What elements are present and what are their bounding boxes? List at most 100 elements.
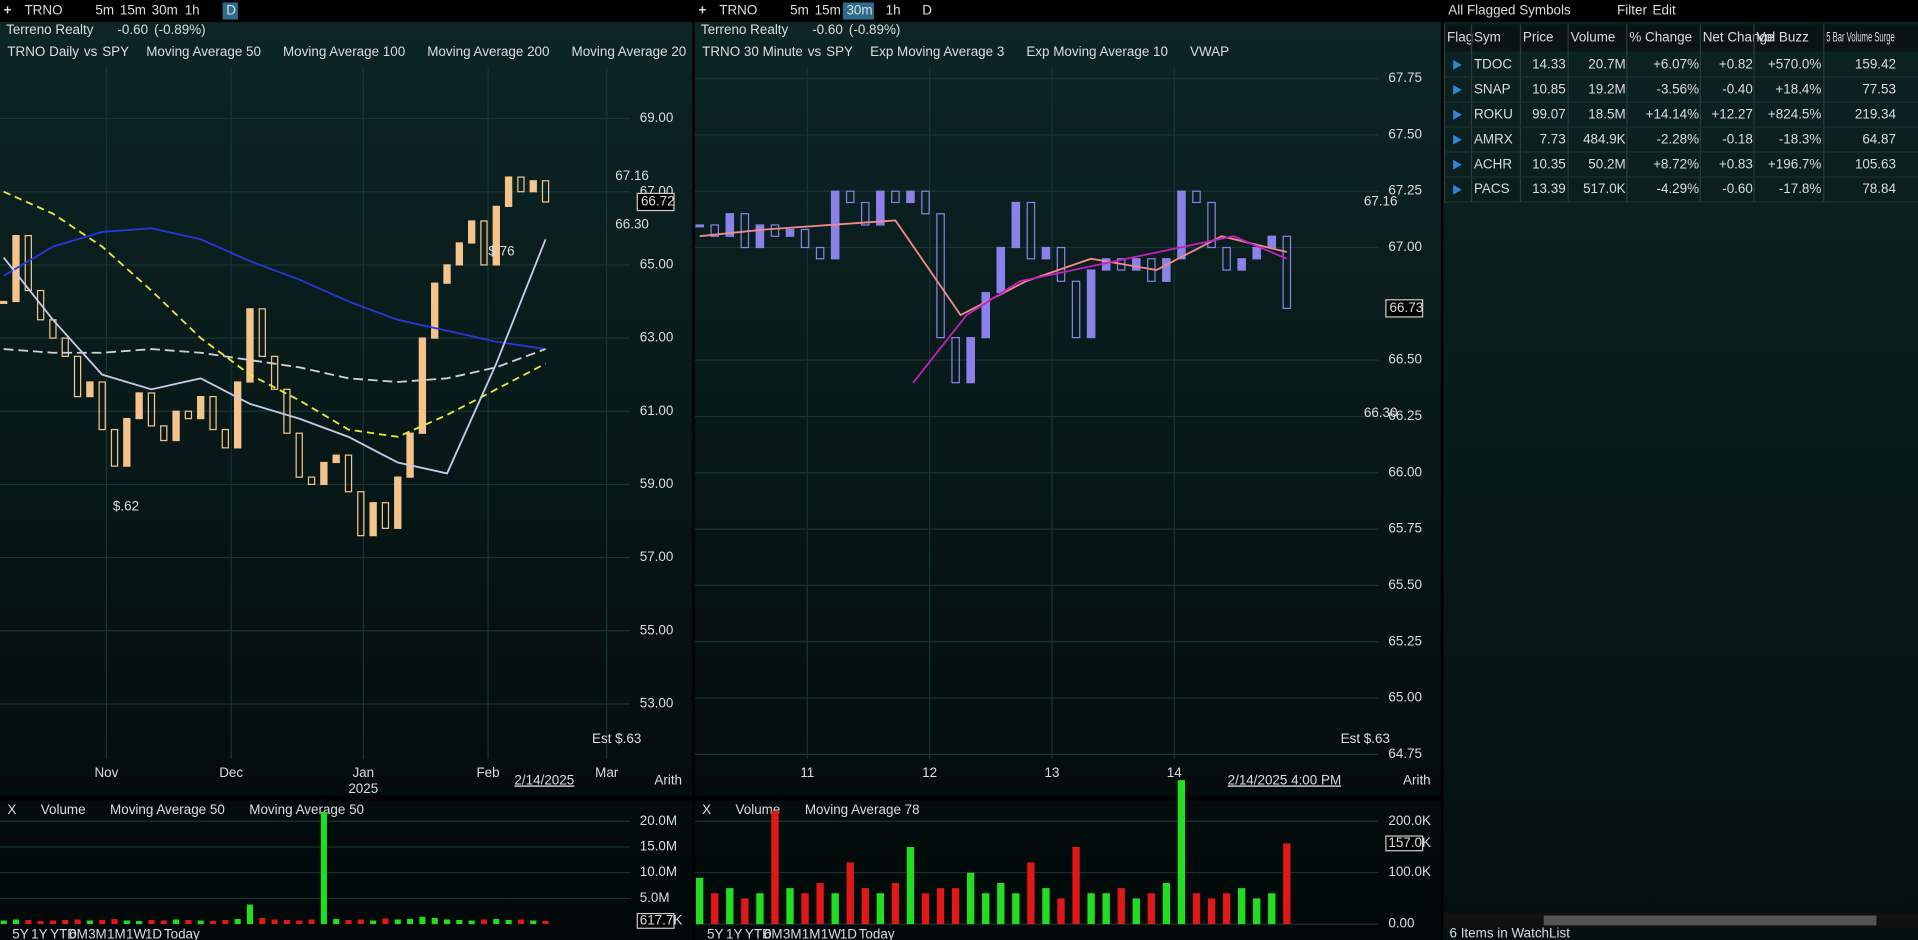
table-cell: 50.2M — [1588, 156, 1625, 171]
legend-study[interactable]: VWAP — [1190, 44, 1229, 59]
symbol-cell[interactable]: TDOC — [1474, 56, 1512, 71]
candle — [369, 502, 377, 537]
column-header[interactable]: % Change — [1629, 29, 1692, 44]
range-button[interactable]: 1D — [145, 927, 162, 940]
volume-bar — [197, 920, 204, 925]
year-label: 2025 — [348, 781, 378, 796]
pane-close[interactable]: X — [702, 802, 711, 817]
watchlist-title[interactable]: All Flagged Symbols — [1448, 3, 1571, 18]
volume-title[interactable]: Volume — [41, 802, 86, 817]
legend-study[interactable]: Exp Moving Average 3 — [870, 44, 1004, 59]
timeframe-button[interactable]: 1h — [185, 3, 200, 18]
add-symbol[interactable]: TRNO — [24, 3, 62, 18]
range-button[interactable]: 1W — [126, 927, 146, 940]
range-button[interactable]: 6M — [764, 927, 783, 940]
legend-compare[interactable]: SPY — [826, 44, 853, 59]
volume-bar — [542, 920, 549, 925]
timeframe-button[interactable]: D — [922, 3, 932, 18]
pane-close[interactable]: X — [7, 802, 16, 817]
range-button[interactable]: 1W — [821, 927, 841, 940]
symbol-cell[interactable]: PACS — [1474, 181, 1510, 196]
table-cell: 10.35 — [1532, 156, 1566, 171]
candle — [233, 381, 242, 449]
scroll-thumb[interactable] — [1543, 915, 1877, 926]
column-header[interactable]: Price — [1523, 29, 1554, 44]
legend-vs[interactable]: vs — [808, 44, 822, 59]
timeframe-button[interactable]: 30m — [152, 3, 178, 18]
scale-mode[interactable]: Arith — [654, 772, 682, 787]
column-header[interactable]: Sym — [1474, 29, 1501, 44]
volume-bar — [443, 919, 451, 925]
legend-study[interactable]: Moving Average 200 — [427, 44, 549, 59]
volume-bar — [345, 919, 352, 925]
flag-icon[interactable] — [1453, 159, 1462, 170]
flag-icon[interactable] — [1453, 134, 1462, 145]
volume-bar — [1162, 882, 1171, 925]
legend-vs[interactable]: vs — [84, 44, 98, 59]
scale-mode[interactable]: Arith — [1403, 772, 1431, 787]
candle — [283, 388, 291, 434]
legend-main[interactable]: TRNO 30 Minute — [702, 44, 803, 59]
range-button[interactable]: YTD — [50, 927, 77, 940]
column-header[interactable]: Volume — [1571, 29, 1616, 44]
timeframe-button[interactable]: 15m — [120, 3, 146, 18]
flag-icon[interactable] — [1453, 184, 1462, 195]
add-symbol[interactable]: TRNO — [719, 3, 757, 18]
flag-icon[interactable] — [1453, 109, 1462, 120]
flag-icon[interactable] — [1453, 84, 1462, 95]
volume-bar — [1132, 898, 1140, 925]
volume-study[interactable]: Moving Average 50 — [110, 802, 225, 817]
volume-bar — [37, 921, 44, 925]
volume-title[interactable]: Volume — [736, 802, 781, 817]
volume-study[interactable]: Moving Average 78 — [805, 802, 920, 817]
volume-study[interactable]: Moving Average 50 — [249, 802, 364, 817]
symbol-cell[interactable]: ROKU — [1474, 106, 1513, 121]
timeframe-button[interactable]: D — [226, 3, 236, 18]
range-button[interactable]: 3M — [88, 927, 107, 940]
range-button[interactable]: 5Y — [12, 927, 28, 940]
symbol-cell[interactable]: ACHR — [1474, 156, 1512, 171]
legend-study[interactable]: Moving Average 50 — [146, 44, 261, 59]
legend-study[interactable]: Exp Moving Average 10 — [1026, 44, 1168, 59]
column-header[interactable]: Flag — [1447, 29, 1473, 44]
flag-icon[interactable] — [1453, 59, 1462, 70]
volume-bar — [259, 917, 266, 925]
timeframe-button[interactable]: 1h — [886, 3, 901, 18]
candle — [785, 228, 795, 237]
column-header[interactable]: Net Change — [1703, 29, 1775, 44]
range-button[interactable]: 1M — [107, 927, 126, 940]
range-button[interactable]: Today — [859, 927, 895, 940]
range-button[interactable]: 1M — [802, 927, 821, 940]
candle — [184, 410, 193, 420]
range-button[interactable]: YTD — [745, 927, 772, 940]
candle — [381, 502, 390, 529]
timeframe-button[interactable]: 5m — [790, 3, 809, 18]
timeframe-button[interactable]: 15m — [815, 3, 841, 18]
range-button[interactable]: Today — [164, 927, 200, 940]
table-cell: 105.63 — [1855, 156, 1896, 171]
volume-bar — [160, 920, 167, 925]
table-cell: 484.9K — [1583, 131, 1626, 146]
timeframe-active — [222, 2, 238, 20]
legend-study[interactable]: Moving Average 20 — [572, 44, 687, 59]
range-button[interactable]: 1Y — [31, 927, 47, 940]
symbol-cell[interactable]: AMRX — [1474, 131, 1513, 146]
candle — [1026, 201, 1036, 260]
candle — [966, 337, 975, 384]
range-button[interactable]: 6M — [69, 927, 88, 940]
range-button[interactable]: 5Y — [707, 927, 723, 940]
symbol-cell[interactable]: SNAP — [1474, 81, 1511, 96]
range-button[interactable]: 3M — [783, 927, 802, 940]
timeframe-button[interactable]: 5m — [95, 3, 114, 18]
column-header[interactable]: Vol Buzz — [1757, 29, 1810, 44]
column-header[interactable]: 5 Bar Volume Surge — [1826, 29, 1895, 44]
legend-compare[interactable]: SPY — [102, 44, 129, 59]
legend-main[interactable]: TRNO Daily — [7, 44, 79, 59]
range-button[interactable]: 1Y — [726, 927, 742, 940]
volume-bar — [1207, 898, 1216, 925]
range-button[interactable]: 1D — [840, 927, 857, 940]
watchlist-filter[interactable]: Filter — [1617, 3, 1647, 18]
legend-study[interactable]: Moving Average 100 — [283, 44, 405, 59]
timeframe-button[interactable]: 30m — [846, 3, 872, 18]
watchlist-edit[interactable]: Edit — [1653, 3, 1676, 18]
